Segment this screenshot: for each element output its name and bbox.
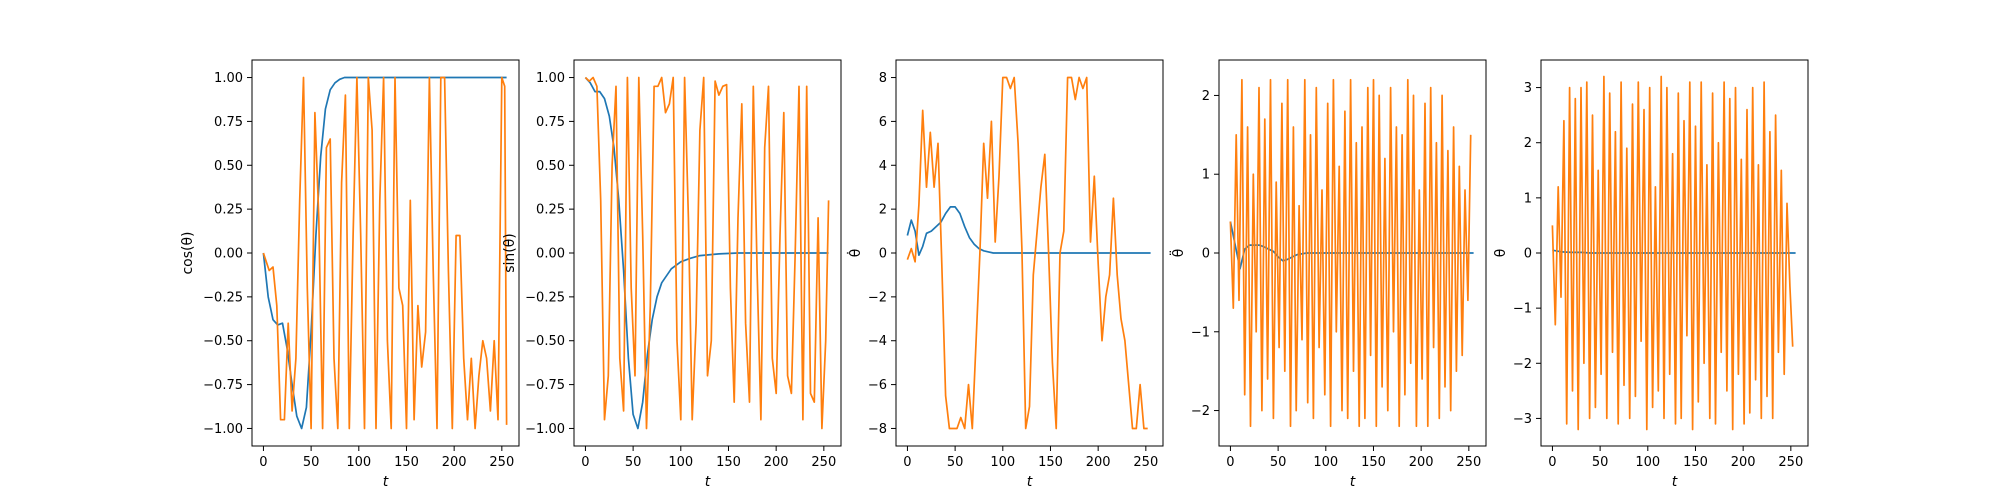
panel-3: 0 50 100 150 200 250 8 6 4 2 0 −2 −4 −6 −8 t θ̇ bbox=[846, 59, 1164, 490]
x-tick-label: 250 bbox=[1133, 455, 1158, 470]
y-axis-label: θ bbox=[1493, 249, 1509, 258]
x-tick-label: 50 bbox=[1592, 455, 1609, 470]
y-tick-label: 0 bbox=[879, 247, 887, 262]
y-tick-label: 0.25 bbox=[214, 203, 243, 218]
y-tick-label: −3 bbox=[1513, 412, 1532, 427]
y-tick-label: −4 bbox=[868, 334, 887, 349]
y-axis-label: θ̇ bbox=[846, 249, 864, 258]
x-tick-label: 50 bbox=[1270, 455, 1287, 470]
x-tick-label: 250 bbox=[489, 455, 514, 470]
y-tick-label: 2 bbox=[1202, 89, 1210, 104]
series-line-1 bbox=[906, 206, 1151, 257]
panel-4: 0 50 100 150 200 250 2 1 0 −1 −2 t θ̈ bbox=[1168, 59, 1487, 490]
y-tick-label: 0.75 bbox=[536, 115, 565, 130]
series-line-2 bbox=[262, 76, 508, 430]
x-tick-label: 250 bbox=[1778, 455, 1803, 470]
y-tick-label: 0.00 bbox=[214, 247, 243, 262]
y-tick-label: −1 bbox=[1191, 325, 1210, 340]
y-tick-label: −2 bbox=[1191, 404, 1210, 419]
x-tick-label: 0 bbox=[903, 455, 911, 470]
y-tick-label: −1.00 bbox=[525, 422, 565, 437]
x-tick-label: 100 bbox=[346, 455, 371, 470]
y-tick-label: −2 bbox=[1513, 357, 1532, 372]
y-tick-label: 0.00 bbox=[536, 247, 565, 262]
x-tick-label: 50 bbox=[303, 455, 320, 470]
x-tick-label: 250 bbox=[811, 455, 836, 470]
y-tick-label: −1 bbox=[1513, 302, 1532, 317]
y-axis-label: θ̈ bbox=[1168, 249, 1187, 258]
series-line-2 bbox=[1229, 78, 1472, 428]
x-tick-label: 100 bbox=[1635, 455, 1660, 470]
y-tick-label: −8 bbox=[868, 422, 887, 437]
x-tick-label: 200 bbox=[442, 455, 467, 470]
x-tick-label: 100 bbox=[990, 455, 1015, 470]
y-tick-label: −6 bbox=[868, 378, 887, 393]
y-tick-label: 4 bbox=[879, 159, 887, 174]
y-tick-label: 1.00 bbox=[536, 71, 565, 86]
panel-1: 0 50 100 150 200 250 1.00 0.75 0.50 0.25 0.00 −0.25… bbox=[180, 59, 520, 490]
y-tick-label: −1.00 bbox=[203, 422, 243, 437]
x-tick-label: 50 bbox=[947, 455, 964, 470]
x-tick-label: 150 bbox=[1038, 455, 1063, 470]
y-tick-label: 6 bbox=[879, 115, 887, 130]
y-axis-label: sin(θ) bbox=[502, 233, 518, 273]
x-tick-label: 150 bbox=[1361, 455, 1386, 470]
y-tick-label: −0.50 bbox=[525, 334, 565, 349]
y-tick-label: 3 bbox=[1524, 81, 1532, 96]
x-axis-label: t bbox=[1027, 474, 1033, 490]
y-tick-label: 1.00 bbox=[214, 71, 243, 86]
x-tick-label: 0 bbox=[581, 455, 589, 470]
x-axis-label: t bbox=[705, 474, 711, 490]
y-tick-label: 0.25 bbox=[536, 203, 565, 218]
x-tick-label: 100 bbox=[668, 455, 693, 470]
series-line-2 bbox=[906, 76, 1148, 430]
x-tick-label: 150 bbox=[716, 455, 741, 470]
y-axis-label: cos(θ) bbox=[180, 231, 196, 274]
x-axis-label: t bbox=[383, 474, 389, 490]
x-tick-label: 50 bbox=[625, 455, 642, 470]
y-tick-label: 2 bbox=[1524, 136, 1532, 151]
y-tick-label: 0 bbox=[1202, 247, 1210, 262]
series-line-1 bbox=[584, 76, 829, 430]
y-tick-label: 0 bbox=[1524, 247, 1532, 262]
y-tick-label: −0.25 bbox=[203, 290, 243, 305]
y-tick-label: −0.75 bbox=[203, 378, 243, 393]
x-tick-label: 150 bbox=[394, 455, 419, 470]
x-tick-label: 200 bbox=[1086, 455, 1111, 470]
x-tick-label: 0 bbox=[1548, 455, 1556, 470]
y-tick-label: 1 bbox=[1524, 191, 1532, 206]
x-tick-label: 100 bbox=[1313, 455, 1338, 470]
y-tick-label: 0.50 bbox=[536, 159, 565, 174]
x-tick-label: 0 bbox=[259, 455, 267, 470]
panel-2: 0 50 100 150 200 250 1.00 0.75 0.50 0.25 0.00 −0.25… bbox=[502, 59, 842, 490]
y-tick-label: 1 bbox=[1202, 168, 1210, 183]
y-tick-label: −0.75 bbox=[525, 378, 565, 393]
y-tick-label: −0.25 bbox=[525, 290, 565, 305]
y-tick-label: 0.50 bbox=[214, 159, 243, 174]
x-axis-label: t bbox=[1350, 474, 1356, 490]
x-tick-label: 200 bbox=[764, 455, 789, 470]
y-tick-label: 2 bbox=[879, 203, 887, 218]
series-line-2 bbox=[584, 76, 830, 430]
y-tick-label: 8 bbox=[879, 71, 887, 86]
x-tick-label: 150 bbox=[1683, 455, 1708, 470]
x-tick-label: 250 bbox=[1456, 455, 1481, 470]
x-tick-label: 200 bbox=[1409, 455, 1434, 470]
panel-5: 0 50 100 150 200 250 3 2 1 0 −1 −2 −3 t θ bbox=[1493, 59, 1809, 490]
y-tick-label: −2 bbox=[868, 290, 887, 305]
x-tick-label: 0 bbox=[1226, 455, 1234, 470]
series-line-2 bbox=[1551, 75, 1794, 431]
x-axis-label: t bbox=[1672, 474, 1678, 490]
x-tick-label: 200 bbox=[1731, 455, 1756, 470]
y-tick-label: −0.50 bbox=[203, 334, 243, 349]
y-tick-label: 0.75 bbox=[214, 115, 243, 130]
